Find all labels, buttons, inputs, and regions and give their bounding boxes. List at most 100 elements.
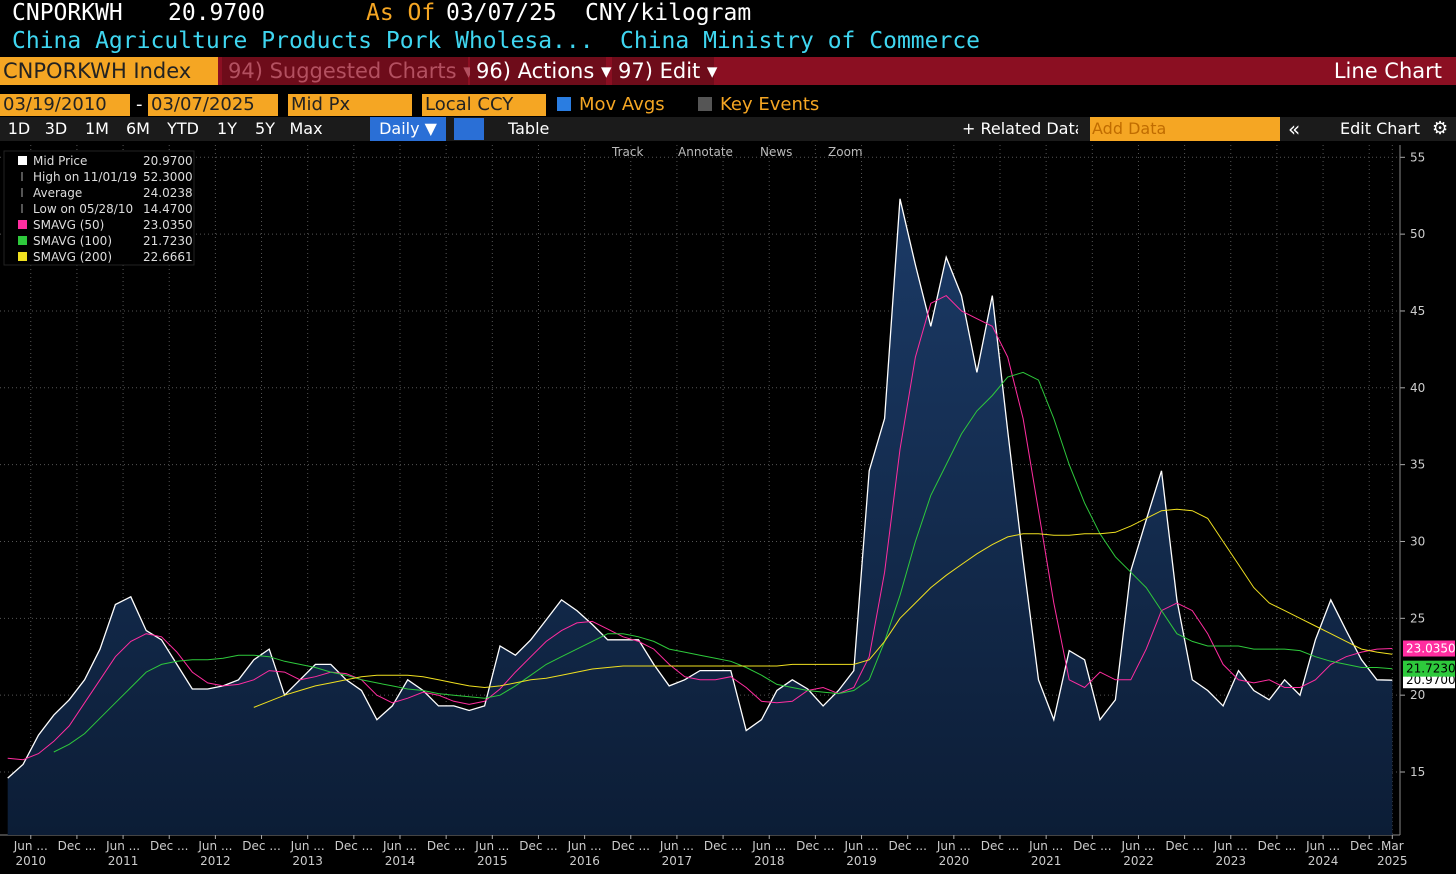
legend-swatch: [18, 236, 27, 245]
y-tick-label: 20: [1410, 688, 1425, 702]
x-tick-label: Jun ...: [1120, 839, 1155, 853]
table-button[interactable]: Table: [508, 119, 550, 138]
checkbox[interactable]: [557, 97, 571, 111]
x-year-label: 2025: [1377, 854, 1408, 868]
legend-label: Low on 05/28/10: [33, 202, 133, 216]
chart-tool: News: [760, 145, 792, 159]
x-year-label: 2015: [477, 854, 508, 868]
legend: Mid Price 20.9700 High on 11/01/19 52.3000 A…: [3, 150, 195, 266]
menu-item[interactable]: 96) Actions ▾: [470, 57, 612, 85]
x-tick-label: Dec ...: [519, 839, 557, 853]
line: [53, 371, 1393, 753]
mov-avgs[interactable]: Mov Avgs: [579, 94, 665, 115]
currency[interactable]: Local CCY: [422, 94, 546, 116]
x-tick-label: Mar: [1381, 839, 1404, 853]
frequency[interactable]: Daily ▼: [370, 117, 446, 141]
x-tick-label: Jun ...: [1213, 839, 1248, 853]
legend-value: 14.4700: [143, 202, 193, 216]
gear-icon[interactable]: ⚙: [1432, 118, 1449, 139]
period-button[interactable]: YTD: [167, 119, 199, 138]
x-tick-label: Dec ...: [1073, 839, 1111, 853]
area: [7, 198, 1393, 836]
end-date[interactable]: 03/07/2025: [148, 94, 278, 116]
period-button[interactable]: 1M: [85, 119, 109, 138]
key-events[interactable]: Key Events: [720, 94, 820, 115]
x-year-label: 2020: [939, 854, 970, 868]
legend-box: [3, 150, 195, 266]
legend-label: High on 11/01/19: [33, 170, 137, 184]
x-year-label: 2019: [846, 854, 877, 868]
legend-swatch: [18, 220, 27, 229]
x-tick-label: Dec ...: [888, 839, 926, 853]
add-data[interactable]: Add Data: [1090, 117, 1280, 141]
y-tick-label: 15: [1410, 765, 1425, 779]
line: [7, 198, 1393, 779]
x-year-label: 2016: [569, 854, 600, 868]
x-year-label: 2017: [662, 854, 693, 868]
start-date[interactable]: 03/19/2010: [0, 94, 130, 116]
x-year-label: 2022: [1123, 854, 1154, 868]
x-year-label: 2013: [292, 854, 323, 868]
x-tick-label: Dec ...: [981, 839, 1019, 853]
chart-icon[interactable]: [454, 118, 484, 140]
period-button[interactable]: 1D: [7, 119, 31, 138]
menu-item[interactable]: 94) Suggested Charts ▾: [222, 57, 474, 85]
field[interactable]: Mid Px: [288, 94, 412, 116]
period-button[interactable]: 5Y: [255, 119, 275, 138]
x-tick-label: Dec ...: [1350, 839, 1388, 853]
dash: -: [136, 94, 143, 115]
value-tag: [1403, 660, 1455, 677]
menu-item[interactable]: 97) Edit ▾: [612, 57, 717, 85]
x-tick-label: Jun ...: [1028, 839, 1063, 853]
legend-value: 52.3000: [143, 170, 193, 184]
menu-bar: [0, 57, 1456, 85]
legend-value: 24.0238: [143, 186, 193, 200]
legend-label: SMAVG (50): [33, 218, 104, 232]
x-tick-label: Dec ...: [796, 839, 834, 853]
security[interactable]: CNPORKWH Index: [0, 57, 218, 85]
x-tick-label: Dec ...: [242, 839, 280, 853]
period-button[interactable]: 6M: [126, 119, 150, 138]
view-name: Line Chart: [1333, 59, 1442, 83]
x-year-label: 2014: [385, 854, 416, 868]
x-tick-label: Dec ...: [612, 839, 650, 853]
x-tick-label: Jun ...: [1305, 839, 1340, 853]
x-year-label: 2023: [1215, 854, 1246, 868]
y-tick-label: 30: [1410, 534, 1425, 548]
chart-tool: Track: [611, 145, 643, 159]
period-button[interactable]: 3D: [44, 119, 68, 138]
unit: CNY/kilogram: [585, 0, 752, 26]
value-tag: [1403, 640, 1455, 657]
edit-chart[interactable]: Edit Chart: [1340, 119, 1421, 138]
x-tick-label: Jun ...: [844, 839, 879, 853]
as-of-label: As Of: [366, 0, 436, 26]
line: [253, 508, 1393, 708]
chart-tool: Zoom: [828, 145, 863, 159]
y-tick-label: 45: [1410, 304, 1425, 318]
collapse[interactable]: «: [1288, 117, 1301, 141]
x-tick-label: Dec ...: [58, 839, 96, 853]
legend-value: 21.7230: [143, 234, 193, 248]
y-tick-label: 25: [1410, 611, 1425, 625]
legend-value: 23.0350: [143, 218, 193, 232]
related-data[interactable]: + Related Data: [962, 119, 1078, 138]
x-year-label: 2018: [754, 854, 785, 868]
x-year-label: 2011: [108, 854, 139, 868]
value-tag-label: 23.0350: [1406, 642, 1456, 656]
period-button[interactable]: 1Y: [217, 119, 237, 138]
x-year-label: 2024: [1308, 854, 1339, 868]
x-tick-label: Dec ...: [1165, 839, 1203, 853]
x-tick-label: Jun ...: [659, 839, 694, 853]
legend-label: SMAVG (200): [33, 250, 112, 264]
checkbox[interactable]: [698, 97, 712, 111]
legend-value: 20.9700: [143, 154, 193, 168]
x-tick-label: Jun ...: [105, 839, 140, 853]
ticker: CNPORKWH: [12, 0, 123, 26]
x-tick-label: Dec ...: [427, 839, 465, 853]
period-button[interactable]: Max: [289, 119, 323, 138]
legend-label: SMAVG (100): [33, 234, 112, 248]
x-tick-label: Jun ...: [13, 839, 48, 853]
x-tick-label: Jun ...: [290, 839, 325, 853]
legend-label: Mid Price: [33, 154, 87, 168]
x-year-label: 2010: [15, 854, 46, 868]
